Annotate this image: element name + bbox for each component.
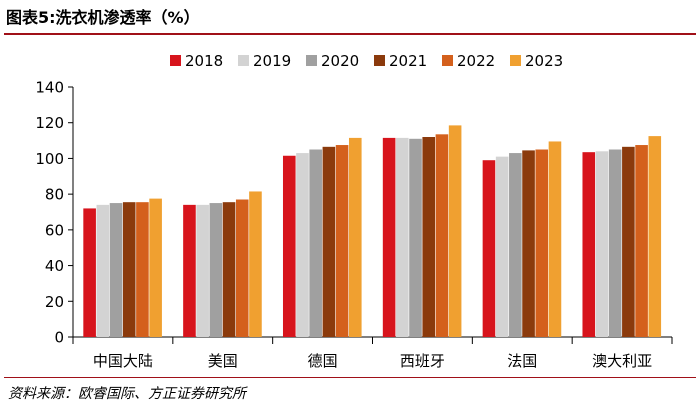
legend-swatch-2020 <box>306 55 317 66</box>
legend-swatch-2018 <box>170 55 181 66</box>
bar-2018-2 <box>282 155 296 337</box>
bar-2018-1 <box>183 204 196 337</box>
bar-2023-1 <box>249 191 262 337</box>
y-tick-label: 0 <box>54 329 64 347</box>
bar-2022-0 <box>136 202 149 337</box>
legend-label-2018: 2018 <box>185 52 223 70</box>
bar-2018-4 <box>482 160 496 337</box>
x-tick-label: 澳大利亚 <box>592 352 652 370</box>
bar-2020-4 <box>509 153 522 337</box>
bar-2020-3 <box>409 138 422 337</box>
bar-2019-2 <box>296 153 309 337</box>
x-tick-label: 德国 <box>308 352 338 370</box>
bar-2022-4 <box>535 149 549 337</box>
legend-label-2021: 2021 <box>389 52 427 70</box>
bar-2018-5 <box>582 152 596 337</box>
bar-2022-2 <box>335 145 349 337</box>
bar-2019-1 <box>196 204 209 337</box>
bar-2019-4 <box>495 156 509 337</box>
bar-2020-0 <box>109 203 123 337</box>
bar-2022-1 <box>235 199 249 337</box>
x-tick-label: 西班牙 <box>400 352 445 370</box>
legend-label-2019: 2019 <box>253 52 291 70</box>
bar-2023-4 <box>548 141 562 337</box>
bar-2019-5 <box>595 151 609 337</box>
bar-2021-5 <box>622 146 635 337</box>
bar-2020-1 <box>209 203 223 337</box>
legend-swatch-2022 <box>442 55 453 66</box>
x-tick-label: 美国 <box>208 352 238 370</box>
legend-label-2020: 2020 <box>321 52 359 70</box>
bar-2018-0 <box>83 208 96 337</box>
bar-2020-5 <box>608 149 622 337</box>
y-tick-label: 20 <box>45 293 64 311</box>
y-tick-label: 120 <box>35 114 64 132</box>
bar-2019-3 <box>396 137 409 337</box>
y-tick-label: 80 <box>45 186 64 204</box>
x-tick-label: 法国 <box>507 352 537 370</box>
bar-2021-3 <box>422 137 436 337</box>
bar-2022-5 <box>635 145 648 337</box>
legend-swatch-2021 <box>374 55 385 66</box>
y-tick-label: 40 <box>45 257 64 275</box>
bar-2021-2 <box>322 146 336 337</box>
bar-2023-5 <box>648 136 662 337</box>
bar-2021-4 <box>522 150 535 337</box>
legend-swatch-2023 <box>510 55 521 66</box>
legend-swatch-2019 <box>238 55 249 66</box>
bar-2022-3 <box>435 134 449 337</box>
bar-2023-2 <box>348 137 362 337</box>
title-divider <box>4 33 696 35</box>
bar-2023-0 <box>149 198 162 337</box>
bar-2021-1 <box>222 202 236 337</box>
source-divider <box>4 377 696 378</box>
legend-label-2022: 2022 <box>457 52 495 70</box>
y-tick-label: 140 <box>35 79 64 97</box>
x-tick-label: 中国大陆 <box>93 352 153 370</box>
figure-title: 图表5:洗衣机渗透率（%） <box>6 8 200 27</box>
bar-2018-3 <box>382 137 396 337</box>
legend-label-2023: 2023 <box>525 52 563 70</box>
y-tick-label: 100 <box>35 150 64 168</box>
bar-2019-0 <box>96 204 110 337</box>
bar-2021-0 <box>122 202 136 337</box>
source-note: 资料来源：欧睿国际、方正证券研究所 <box>8 386 246 402</box>
y-tick-label: 60 <box>45 221 64 239</box>
bar-2023-3 <box>448 125 462 337</box>
bar-2020-2 <box>309 149 322 337</box>
